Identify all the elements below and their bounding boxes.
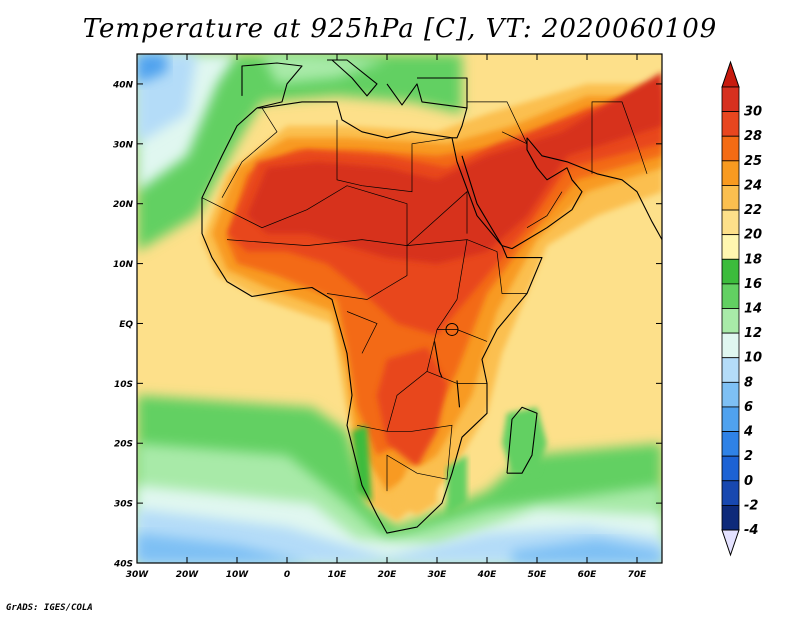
lon-tick-label: 10W — [226, 570, 250, 580]
colorbar-top-arrow — [721, 60, 740, 88]
colorbar-label: 0 — [744, 474, 753, 489]
colorbar-box — [721, 381, 740, 408]
colorbar-bottom-arrow — [721, 529, 740, 557]
lat-tick-label: 10S — [114, 380, 133, 390]
lon-tick-label: 20W — [176, 570, 200, 580]
colorbar-label: -4 — [744, 523, 758, 538]
colorbar-label: 22 — [744, 203, 762, 218]
coast-madagascar — [506, 406, 538, 474]
lon-tick-label: 50E — [528, 570, 548, 580]
lat-tick-label: EQ — [119, 320, 133, 330]
colorbar-box — [721, 135, 740, 162]
temperature-region-19 — [447, 455, 467, 516]
border-4 — [336, 119, 453, 193]
colorbar-label: 30 — [744, 105, 762, 120]
temperature-region-6 — [137, 54, 462, 252]
colorbar-label: 18 — [744, 252, 762, 267]
map-title: Temperature at 925hPa [C], VT: 202006010… — [82, 14, 718, 44]
lon-tick-label: 0 — [284, 570, 290, 580]
lon-tick-label: 30E — [428, 570, 448, 580]
border-13 — [346, 311, 378, 354]
lon-tick-label: 10E — [328, 570, 348, 580]
temperature-region-16 — [377, 347, 447, 468]
lon-tick-label: 60E — [578, 570, 598, 580]
coast-sri-gulf — [571, 179, 578, 187]
colorbar-box — [721, 160, 740, 186]
lake-victoria — [445, 322, 459, 336]
colorbar-box — [721, 357, 740, 383]
plot-frame — [136, 53, 663, 564]
temperature-region-5 — [512, 539, 662, 563]
lon-tick-label: 70E — [628, 570, 648, 580]
colorbar-box — [721, 283, 740, 309]
coast-italy — [327, 59, 378, 97]
lon-tick-label: 30W — [126, 570, 150, 580]
lat-tick-label: 40S — [113, 560, 133, 570]
lake-malawi — [456, 380, 461, 408]
border-9 — [467, 101, 528, 145]
credit-label: GrADS: IGES/COLA — [6, 603, 93, 613]
colorbar-box — [721, 455, 740, 482]
colorbar-box — [721, 431, 740, 457]
colorbar-label: -2 — [744, 498, 758, 513]
colorbar-label: 12 — [744, 326, 762, 341]
border-5 — [406, 190, 468, 246]
colorbar-box — [721, 209, 740, 236]
border-8 — [466, 239, 527, 294]
colorbar-box — [721, 258, 740, 285]
lat-tick-label: 30N — [113, 140, 134, 150]
colorbar-box — [721, 86, 740, 113]
lat-tick-label: 10N — [113, 260, 134, 270]
coast-persia-india — [526, 137, 662, 240]
coast-levant — [452, 107, 468, 139]
coast-arabia — [461, 137, 583, 250]
border-6 — [437, 329, 488, 342]
colorbar-label: 20 — [744, 228, 762, 243]
colorbar-label: 8 — [744, 375, 753, 390]
coast-iberia — [241, 62, 303, 109]
lat-tick-label: 40N — [112, 80, 134, 90]
colorbar-label: 24 — [744, 178, 762, 193]
lon-tick-label: 20E — [378, 570, 398, 580]
coastlines — [201, 59, 662, 534]
colorbar-box — [721, 185, 740, 211]
lat-tick-label: 20N — [113, 200, 134, 210]
border-3 — [226, 239, 468, 432]
colorbar-box — [721, 332, 740, 359]
colorbar-label: 25 — [744, 154, 762, 169]
temperature-region-15 — [247, 72, 662, 264]
lon-tick-label: 40E — [477, 570, 498, 580]
colorbar-box — [721, 406, 740, 432]
colorbar-label: 6 — [744, 400, 753, 415]
colorbar-box — [721, 480, 740, 506]
temperature-region-9 — [137, 54, 167, 84]
lat-tick-label: 20S — [114, 440, 133, 450]
colorbar-label: 28 — [744, 129, 762, 144]
temperature-region-20 — [352, 425, 372, 504]
colorbar-label: 14 — [744, 302, 762, 317]
colorbar-box — [721, 234, 740, 260]
lat-tick-label: 30S — [114, 500, 133, 510]
temperature-region-17 — [397, 467, 437, 516]
lake-tanganyika — [433, 341, 443, 378]
border-1 — [221, 107, 278, 198]
temperature-region-4 — [137, 533, 312, 563]
colorbar-box — [721, 308, 740, 334]
border-7 — [386, 424, 453, 492]
border-10 — [526, 191, 563, 229]
border-11 — [591, 101, 648, 174]
border-2 — [201, 185, 408, 300]
colorbar-label: 10 — [744, 351, 762, 366]
temperature-field — [137, 54, 662, 563]
coast-africa — [201, 101, 543, 534]
coast-greece-turkey — [386, 77, 468, 109]
colorbar-box — [721, 504, 740, 531]
colorbar-label: 4 — [743, 425, 753, 440]
colorbar-box — [721, 111, 740, 137]
colorbar-label: 16 — [744, 277, 762, 292]
colorbar-label: 2 — [744, 449, 753, 464]
